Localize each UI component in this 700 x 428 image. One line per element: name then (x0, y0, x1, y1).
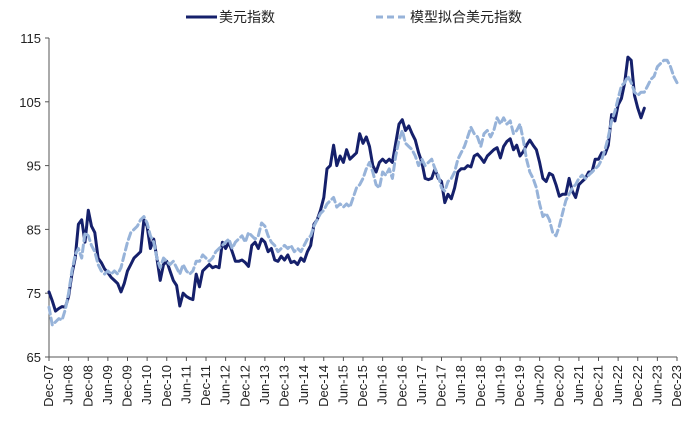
x-tick-label: Jun-15 (335, 365, 350, 405)
x-tick-label: Dec-13 (277, 365, 292, 407)
x-tick-label: Jun-23 (649, 365, 664, 405)
legend-label-usd-index: 美元指数 (219, 9, 275, 25)
x-tick-label: Jun-20 (532, 365, 547, 405)
chart-series (47, 55, 679, 327)
x-tick-label: Dec-22 (630, 365, 645, 407)
y-tick-label: 75 (27, 286, 41, 301)
x-tick-label: Jun-18 (453, 365, 468, 405)
x-tick-label: Dec-11 (198, 365, 213, 406)
x-tick-label: Jun-08 (61, 365, 76, 405)
chart-legend: 美元指数 模型拟合美元指数 (186, 9, 522, 25)
x-tick-label: Jun-10 (139, 365, 154, 405)
y-tick-label: 95 (27, 159, 41, 174)
y-tick-label: 105 (19, 95, 41, 110)
x-tick-label: Jun-14 (296, 365, 311, 405)
x-tick-label: Dec-08 (80, 365, 95, 407)
x-tick-label: Dec-15 (355, 365, 370, 407)
x-tick-label: Jun-21 (571, 365, 586, 405)
x-tick-label: Jun-12 (218, 365, 233, 405)
series-line-model-usd-index (47, 58, 679, 327)
x-tick-label: Dec-18 (473, 365, 488, 407)
x-tick-label: Jun-11 (178, 365, 193, 404)
y-tick-label: 65 (27, 350, 41, 365)
x-tick-label: Dec-17 (434, 365, 449, 407)
legend-label-model-usd-index: 模型拟合美元指数 (410, 9, 522, 25)
x-tick-label: Jun-17 (414, 365, 429, 405)
x-tick-label: Dec-23 (669, 365, 684, 407)
x-tick-label: Jun-16 (375, 365, 390, 405)
y-tick-label: 115 (20, 31, 41, 46)
series-line-usd-index (47, 55, 646, 313)
x-tick-label: Dec-16 (394, 365, 409, 407)
x-tick-label: Jun-13 (257, 365, 272, 405)
y-tick-label: 85 (27, 222, 41, 237)
x-tick-label: Dec-19 (512, 365, 527, 407)
x-tick-label: Dec-12 (237, 365, 252, 407)
x-tick-label: Jun-19 (492, 365, 507, 405)
x-tick-label: Dec-21 (591, 365, 606, 407)
x-tick-label: Jun-09 (100, 365, 115, 405)
chart-axes: 65 75 85 95 105 115 Dec-07 Jun-08 Dec-08 Jun-09 De… (19, 31, 684, 407)
x-tick-label: Jun-22 (610, 365, 625, 405)
x-tick-label: Dec-07 (41, 365, 56, 407)
x-tick-label: Dec-10 (159, 365, 174, 407)
x-tick-label: Dec-14 (316, 365, 331, 407)
x-tick-label: Dec-09 (120, 365, 135, 407)
x-tick-label: Dec-20 (551, 365, 566, 407)
